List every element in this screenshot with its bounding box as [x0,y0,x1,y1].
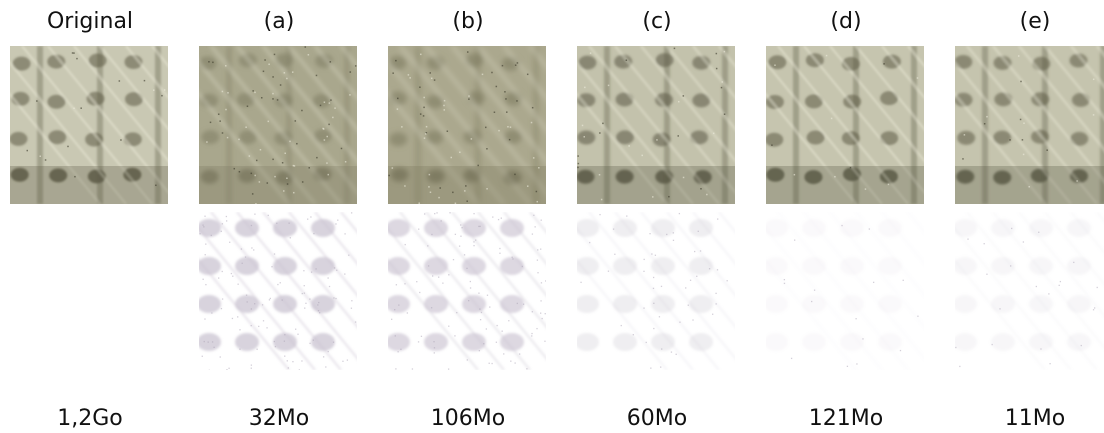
column-title: (b) [368,8,568,36]
column-d: (d) 121Mo [766,0,926,432]
texture-graphic [955,46,1104,204]
texture-graphic [199,46,357,204]
reconstruction-image [766,46,924,204]
error-map-image [388,212,546,370]
reconstruction-image [577,46,735,204]
error-map-image [577,212,735,370]
column-original: Original 1,2Go [10,0,170,432]
error-map-graphic [955,212,1104,370]
column-title: (d) [746,8,946,36]
memory-size-label: 1,2Go [0,405,190,433]
error-map-graphic [577,212,735,370]
error-map-image [199,212,357,370]
column-title: (e) [935,8,1104,36]
memory-size-label: 121Mo [746,405,946,433]
column-a: (a) 32Mo [199,0,359,432]
error-map-graphic [388,212,546,370]
column-c: (c) 60Mo [577,0,737,432]
column-b: (b) 106Mo [388,0,548,432]
column-title: Original [0,8,190,36]
memory-size-label: 32Mo [179,405,379,433]
error-map-image [766,212,924,370]
reconstruction-image [199,46,357,204]
column-title: (c) [557,8,757,36]
memory-size-label: 60Mo [557,405,757,433]
error-map-image [955,212,1104,370]
reconstruction-image [10,46,168,204]
error-map-graphic [199,212,357,370]
texture-graphic [577,46,735,204]
reconstruction-image [388,46,546,204]
texture-graphic [388,46,546,204]
texture-graphic [766,46,924,204]
memory-size-label: 106Mo [368,405,568,433]
column-e: (e) 11Mo [955,0,1104,432]
error-map-graphic [766,212,924,370]
column-title: (a) [179,8,379,36]
texture-graphic [10,46,168,204]
reconstruction-image [955,46,1104,204]
memory-size-label: 11Mo [935,405,1104,433]
